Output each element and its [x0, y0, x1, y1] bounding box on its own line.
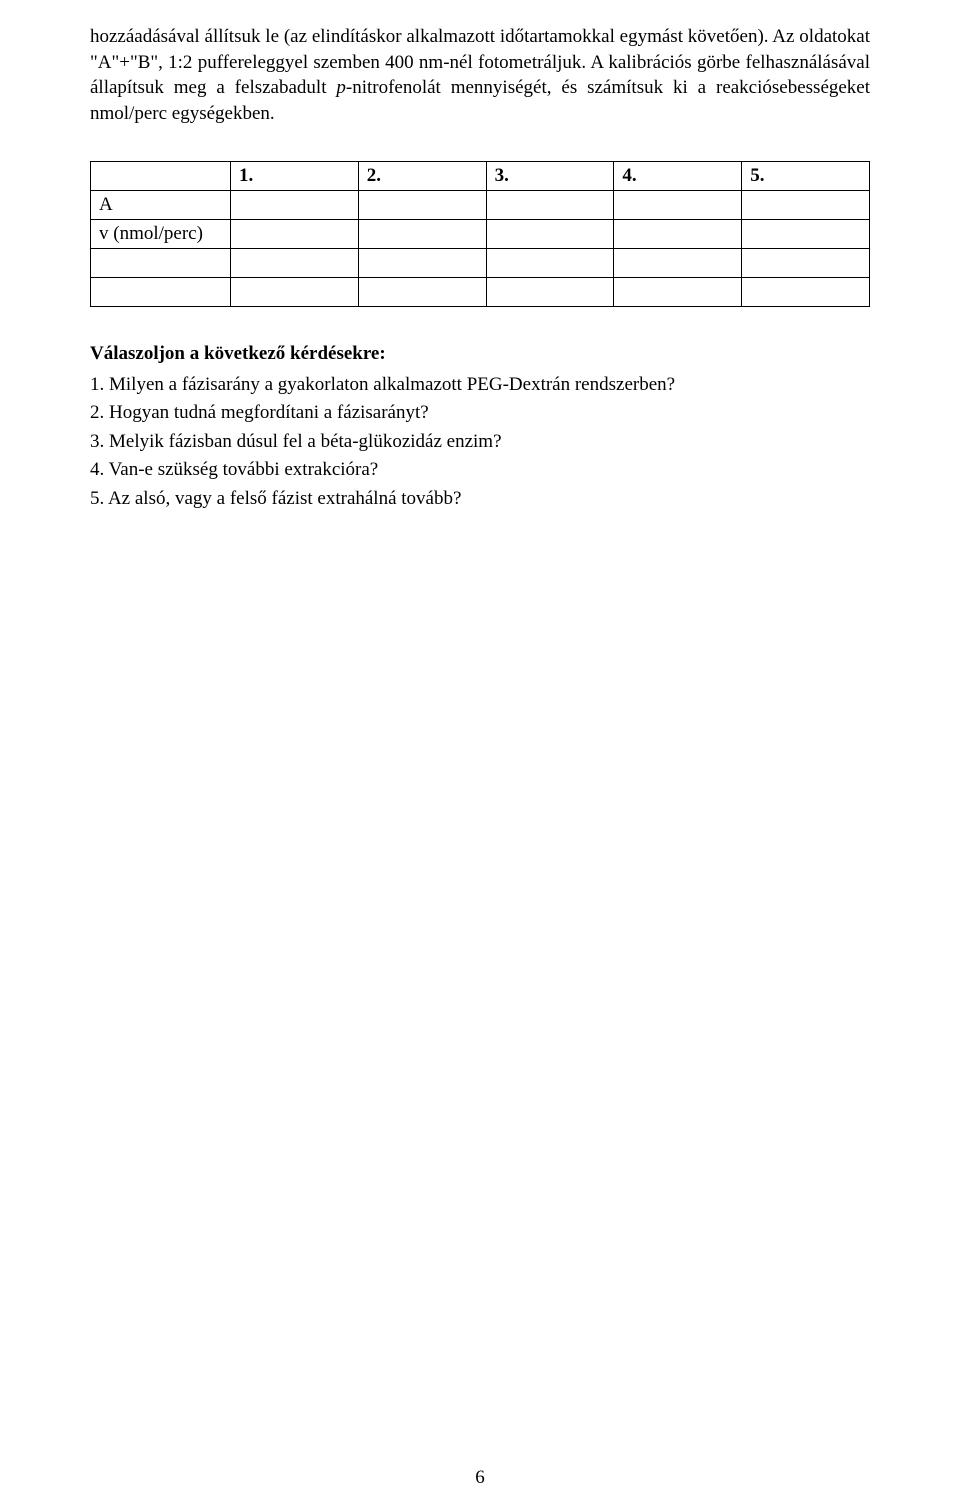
questions-heading: Válaszoljon a következő kérdésekre:: [90, 343, 870, 365]
intro-text-line3b: -nitrofenolát mennyiségét, és számítsuk: [346, 77, 663, 98]
table-cell: [614, 190, 742, 219]
intro-text-italic-p: p: [336, 77, 346, 98]
intro-paragraph: hozzáadásával állítsuk le (az elindításk…: [90, 24, 870, 127]
data-table: 1. 2. 3. 4. 5. A v (nmol/perc): [90, 161, 870, 307]
table-row: A: [91, 190, 870, 219]
table-header-cell: 1.: [231, 161, 359, 190]
question-item: 1. Milyen a fázisarány a gyakorlaton alk…: [90, 371, 870, 400]
page-number: 6: [0, 1467, 960, 1489]
table-cell: [742, 219, 870, 248]
table-cell: [91, 277, 231, 306]
table-header-empty: [91, 161, 231, 190]
table-cell: [486, 190, 614, 219]
question-item: 3. Melyik fázisban dúsul fel a béta-glük…: [90, 428, 870, 457]
table-cell: [231, 277, 359, 306]
table-header-cell: 5.: [742, 161, 870, 190]
table-cell: [358, 190, 486, 219]
question-item: 5. Az alsó, vagy a felső fázist extrahál…: [90, 485, 870, 514]
intro-text-line1: hozzáadásával állítsuk le (az elindításk…: [90, 26, 794, 47]
table-cell: [614, 277, 742, 306]
table-cell: [742, 277, 870, 306]
question-item: 2. Hogyan tudná megfordítani a fázisarán…: [90, 399, 870, 428]
questions-list: 1. Milyen a fázisarány a gyakorlaton alk…: [90, 371, 870, 514]
table-header-cell: 3.: [486, 161, 614, 190]
table-row: v (nmol/perc): [91, 219, 870, 248]
table-cell: [486, 219, 614, 248]
table-header-cell: 2.: [358, 161, 486, 190]
table-header-row: 1. 2. 3. 4. 5.: [91, 161, 870, 190]
table-row: [91, 277, 870, 306]
question-item: 4. Van-e szükség további extrakcióra?: [90, 456, 870, 485]
table-row: [91, 248, 870, 277]
table-cell: [231, 219, 359, 248]
table-cell: [614, 248, 742, 277]
table-cell: [614, 219, 742, 248]
table-cell: [486, 248, 614, 277]
table-header-cell: 4.: [614, 161, 742, 190]
table-cell: [742, 190, 870, 219]
table-cell: [486, 277, 614, 306]
table-cell: [358, 219, 486, 248]
table-cell: [742, 248, 870, 277]
table-row-label: A: [91, 190, 231, 219]
table-cell: [91, 248, 231, 277]
table-cell: [231, 248, 359, 277]
table-cell: [358, 248, 486, 277]
table-cell: [231, 190, 359, 219]
table-cell: [358, 277, 486, 306]
document-page: hozzáadásával állítsuk le (az elindításk…: [0, 0, 960, 1511]
table-row-label: v (nmol/perc): [91, 219, 231, 248]
